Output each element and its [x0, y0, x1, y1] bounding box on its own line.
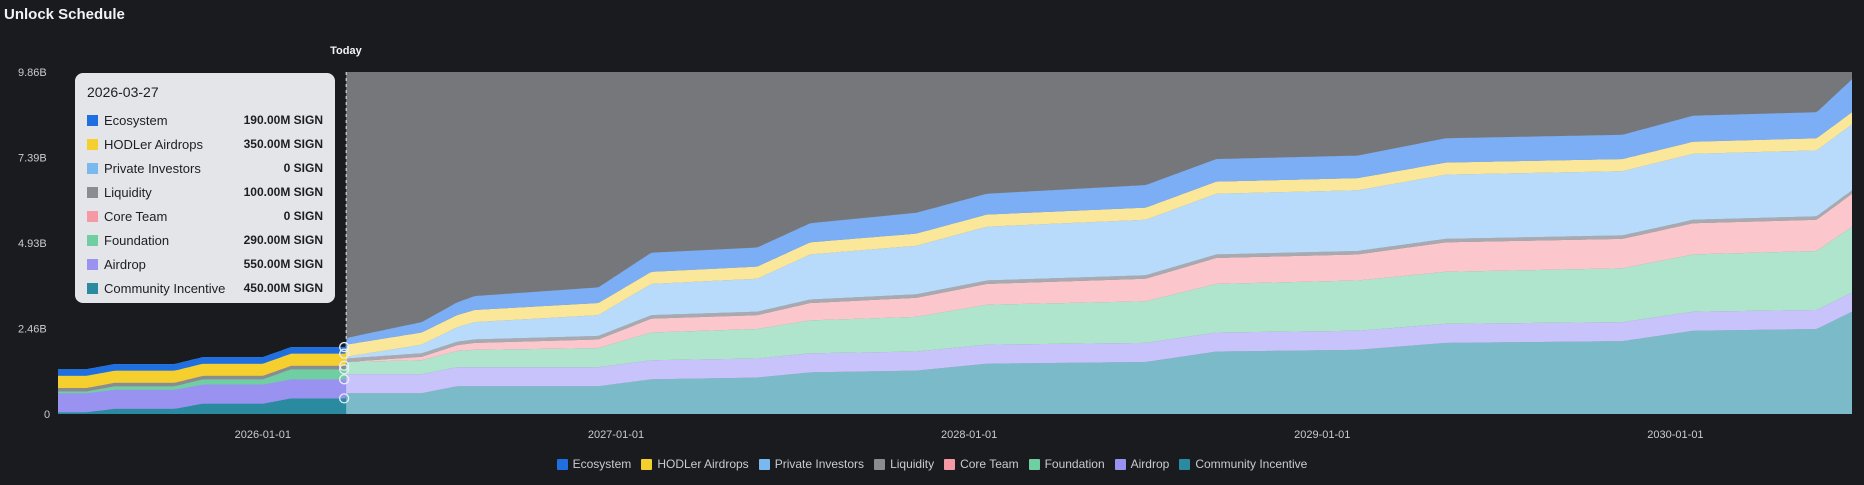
hover-marker: [339, 374, 350, 385]
tooltip-series-value: 100.00M SIGN: [243, 185, 323, 199]
tooltip-series-name: Ecosystem: [104, 112, 168, 128]
legend-label: Ecosystem: [572, 457, 632, 471]
legend-swatch: [641, 458, 653, 470]
tooltip-row-private-investors: Private Investors 0 SIGN: [87, 156, 323, 180]
y-tick-label: 9.86B: [18, 67, 47, 79]
x-tick-label: 2028-01-01: [941, 429, 997, 441]
series-swatch: [87, 162, 98, 174]
past-areas: [58, 342, 347, 414]
legend-item-hodler-airdrops[interactable]: HODLer Airdrops: [641, 457, 749, 471]
legend-item-airdrop[interactable]: Airdrop: [1114, 457, 1170, 471]
tooltip-row-community-incentive: Community Incentive 450.00M SIGN: [87, 276, 323, 300]
legend-swatch: [1028, 458, 1040, 470]
series-swatch: [87, 210, 98, 222]
y-tick-label: 2.46B: [18, 324, 47, 336]
tooltip-series-value: 190.00M SIGN: [243, 113, 323, 127]
tooltip-row-foundation: Foundation 290.00M SIGN: [87, 228, 323, 252]
legend-swatch: [1179, 458, 1191, 470]
tooltip-series-name: Community Incentive: [104, 280, 226, 296]
tooltip-series-value: 290.00M SIGN: [243, 233, 323, 247]
tooltip-row-liquidity: Liquidity 100.00M SIGN: [87, 180, 323, 204]
legend-label: Airdrop: [1130, 457, 1170, 471]
hover-marker: [339, 364, 350, 375]
past-area-airdrop: [58, 376, 347, 413]
past-area-hodler-airdrops: [58, 349, 347, 388]
tooltip-row-core-team: Core Team 0 SIGN: [87, 204, 323, 228]
tooltip-series-name: Private Investors: [104, 160, 201, 176]
x-tick-label: 2026-01-01: [235, 429, 291, 441]
legend-swatch: [874, 458, 886, 470]
chart-tooltip: 2026-03-27 Ecosystem 190.00M SIGN HODLer A…: [75, 73, 335, 303]
unlock-schedule-chart[interactable]: Today 0 2.46B 4.93B 7.39B 9.86B 2026-01-01 202…: [0, 0, 1864, 455]
x-tick-label: 2027-01-01: [588, 429, 644, 441]
series-swatch: [87, 138, 98, 150]
tooltip-row-airdrop: Airdrop 550.00M SIGN: [87, 252, 323, 276]
past-area-ecosystem: [58, 342, 347, 376]
legend-item-core-team[interactable]: Core Team: [944, 457, 1019, 471]
legend-item-community-incentive[interactable]: Community Incentive: [1179, 457, 1307, 471]
area-foundation[interactable]: [58, 226, 1852, 394]
today-label: Today: [330, 45, 362, 57]
tooltip-row-hodler-airdrops: HODLer Airdrops 350.00M SIGN: [87, 132, 323, 156]
area-airdrop[interactable]: [58, 292, 1852, 413]
hover-marker: [339, 341, 350, 353]
area-ecosystem[interactable]: [58, 79, 1852, 376]
legend-label: Liquidity: [890, 457, 935, 471]
y-tick-label: 4.93B: [18, 238, 47, 250]
legend-label: Foundation: [1044, 457, 1105, 471]
tooltip-row-ecosystem: Ecosystem 190.00M SIGN: [87, 108, 323, 132]
x-tick-label: 2030-01-01: [1647, 429, 1703, 441]
legend-swatch: [944, 458, 956, 470]
tooltip-series-name: Airdrop: [104, 256, 146, 272]
tooltip-series-name: Foundation: [104, 232, 170, 248]
legend-item-liquidity[interactable]: Liquidity: [874, 457, 934, 471]
legend-swatch: [1114, 458, 1126, 470]
legend-item-private-investors[interactable]: Private Investors: [758, 457, 865, 471]
legend-swatch: [556, 458, 568, 470]
past-area-community-incentive: [58, 396, 347, 414]
legend-swatch: [758, 458, 770, 470]
past-area-foundation: [58, 365, 347, 394]
tooltip-series-name: Liquidity: [104, 184, 152, 200]
y-tick-label: 7.39B: [18, 153, 47, 165]
legend-label: Core Team: [960, 457, 1019, 471]
past-area-liquidity: [58, 362, 347, 392]
area-community-incentive[interactable]: [58, 311, 1852, 414]
y-tick-label: 0: [44, 409, 50, 421]
series-swatch: [87, 282, 98, 294]
hover-marker: [339, 393, 350, 404]
series-swatch: [87, 258, 98, 270]
area-liquidity[interactable]: [58, 190, 1852, 392]
series-swatch: [87, 186, 98, 198]
tooltip-series-name: HODLer Airdrops: [104, 136, 203, 152]
tooltip-date: 2026-03-27: [87, 84, 159, 100]
area-private-investors[interactable]: [58, 124, 1852, 389]
legend-label: Private Investors: [774, 457, 865, 471]
legend-item-foundation[interactable]: Foundation: [1028, 457, 1105, 471]
tooltip-series-value: 0 SIGN: [283, 161, 323, 175]
tooltip-series-value: 0 SIGN: [283, 209, 323, 223]
series-swatch: [87, 114, 98, 126]
chart-title: Unlock Schedule: [4, 6, 125, 23]
series-swatch: [87, 234, 98, 246]
x-tick-label: 2029-01-01: [1294, 429, 1350, 441]
area-hodler-airdrops[interactable]: [58, 112, 1852, 388]
legend-item-ecosystem[interactable]: Ecosystem: [556, 457, 632, 471]
tooltip-series-value: 550.00M SIGN: [243, 257, 323, 271]
area-core-team[interactable]: [58, 193, 1852, 392]
legend-label: Community Incentive: [1195, 457, 1308, 471]
hover-marker: [339, 348, 350, 359]
tooltip-series-name: Core Team: [104, 208, 168, 224]
tooltip-series-value: 450.00M SIGN: [243, 281, 323, 295]
tooltip-series-value: 350.00M SIGN: [243, 137, 323, 151]
chart-legend: Ecosystem HODLer Airdrops Private Investor…: [0, 457, 1864, 471]
legend-label: HODLer Airdrops: [657, 457, 749, 471]
hover-marker: [339, 360, 350, 371]
